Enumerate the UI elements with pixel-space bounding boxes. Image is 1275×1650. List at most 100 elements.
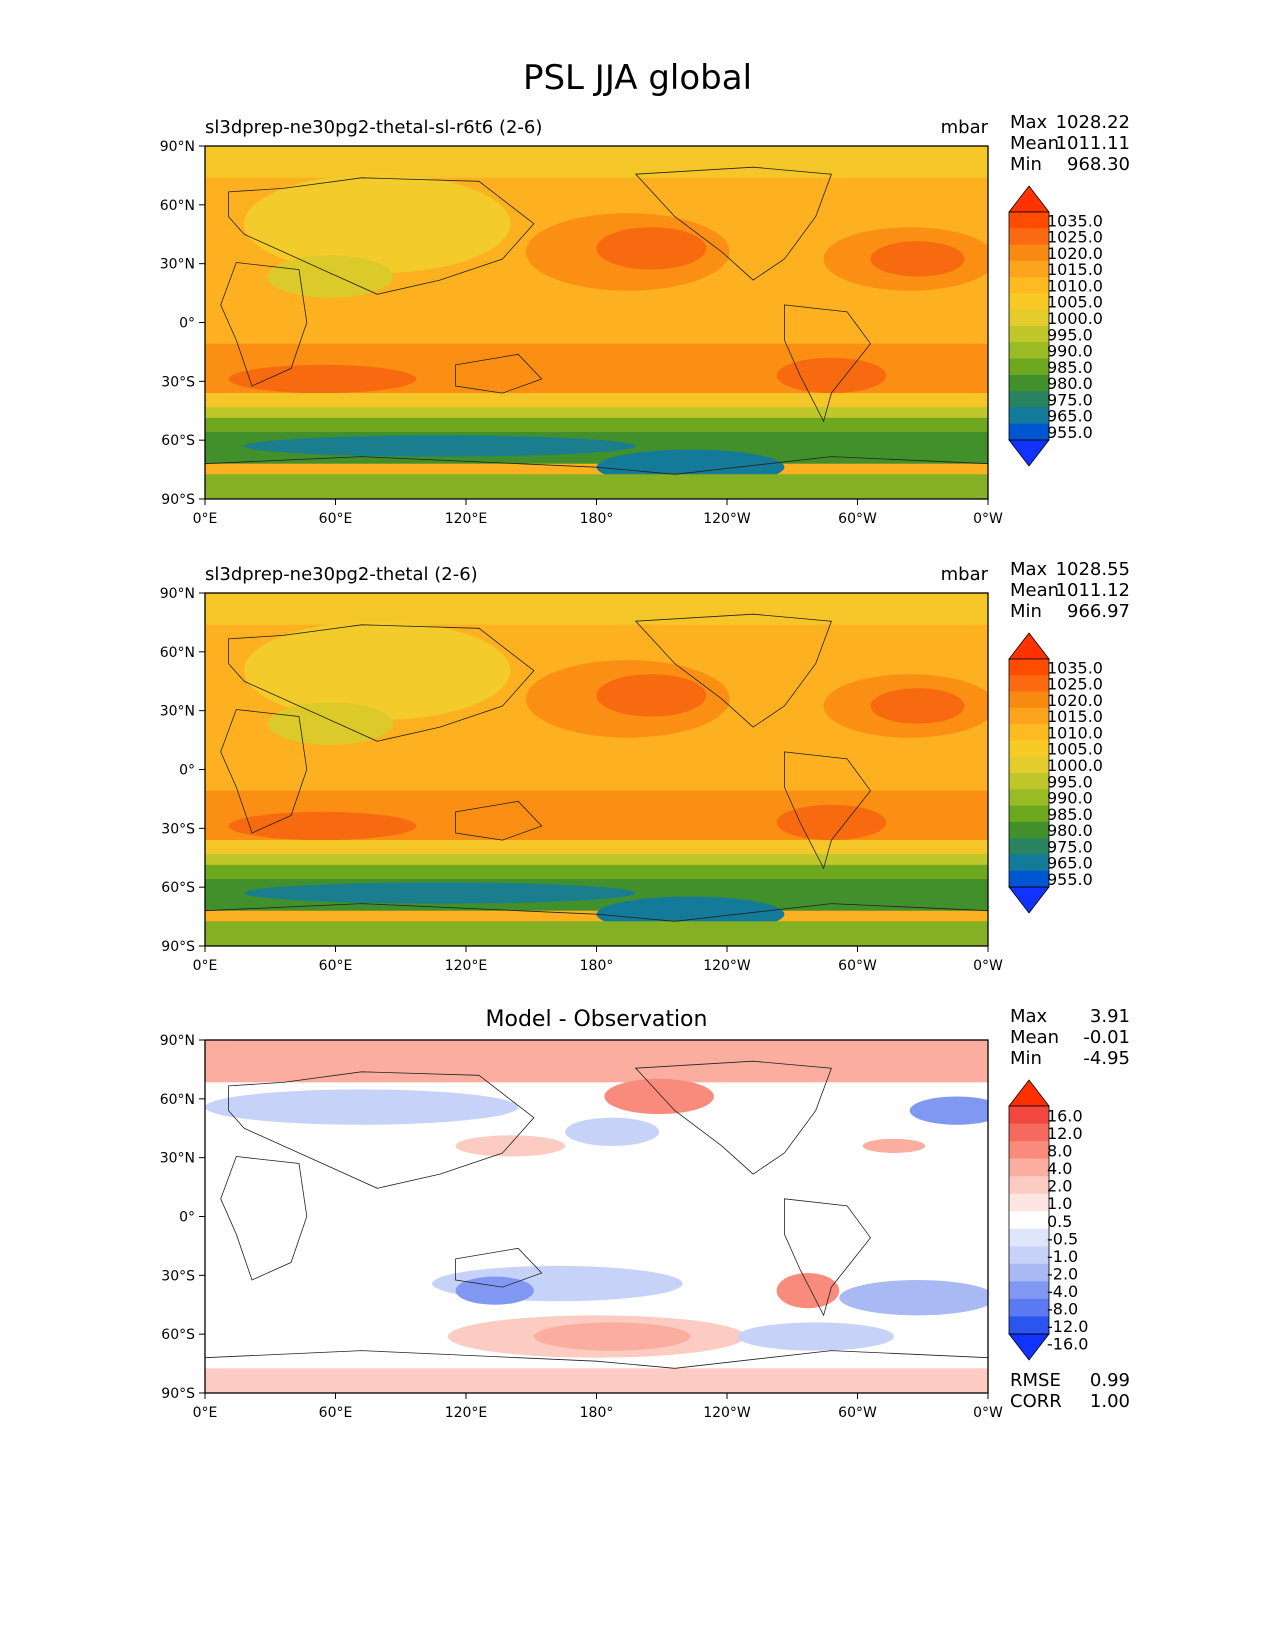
- colorbar-segment: [1009, 293, 1049, 311]
- y-tick-label: 60°N: [160, 645, 195, 661]
- colorbar: 16.012.08.04.02.01.00.5-0.5-1.0-2.0-4.0-…: [1008, 1079, 1088, 1361]
- stat-label: Mean: [1010, 1027, 1060, 1048]
- field-s-pacific-high: [776, 357, 887, 394]
- stat-value: 1028.22: [1055, 112, 1130, 133]
- field-arctic-band: [205, 146, 988, 178]
- colorbar-label: 1020.0: [1047, 244, 1103, 263]
- colorbar-segment: [1009, 805, 1049, 823]
- coastline: [204, 903, 989, 922]
- x-tick-label: 0°E: [193, 958, 218, 974]
- colorbar-segment: [1009, 260, 1049, 278]
- colorbar-extend-min: [1008, 1333, 1050, 1361]
- stat-label: Min: [1010, 601, 1042, 622]
- colorbar-label: -16.0: [1047, 1335, 1088, 1354]
- colorbar-label: 1005.0: [1047, 740, 1103, 759]
- stat-label: Max: [1010, 559, 1048, 580]
- field-asia-monsoon-low: [267, 255, 393, 298]
- colorbar-label: -8.0: [1047, 1299, 1078, 1318]
- stat-label: Min: [1010, 154, 1042, 175]
- coastline: [228, 624, 535, 742]
- stat-value: 1011.12: [1055, 580, 1130, 601]
- colorbar-segment: [1009, 358, 1049, 376]
- colorbar-segment: [1009, 326, 1049, 343]
- field-antarctica: [205, 474, 988, 499]
- diff-s-pacific-positive-core: [533, 1322, 691, 1351]
- colorbar-label: 4.0: [1047, 1159, 1072, 1178]
- field-n-atlantic-high-core: [870, 241, 965, 277]
- y-tick-label: 60°N: [160, 198, 195, 214]
- colorbar-segment: [1009, 1211, 1049, 1230]
- colorbar-label: 985.0: [1047, 805, 1093, 824]
- diff-atlantic-negative: [909, 1096, 988, 1125]
- colorbar-extend-max: [1008, 632, 1050, 660]
- colorbar-segment: [1009, 212, 1049, 229]
- colorbar-label: -12.0: [1047, 1317, 1088, 1336]
- x-tick-label: 120°E: [445, 958, 488, 974]
- coastline: [455, 800, 543, 841]
- x-tick-label: 0°E: [193, 511, 218, 527]
- y-tick-label: 90°N: [160, 139, 195, 155]
- colorbar-label: 0.5: [1047, 1212, 1072, 1231]
- diff-australia-negative-core: [455, 1276, 534, 1305]
- colorbar-extend-max: [1008, 1079, 1050, 1107]
- coastline: [634, 1060, 832, 1175]
- field-circumpolar-low-1: [244, 882, 636, 904]
- stat-label: Mean: [1010, 133, 1060, 154]
- map-panel-difference: 0°E 60°E 120°E 180° 120°W 60°W 0°W 90°N 60°N 30°N…: [160, 1033, 1003, 1421]
- x-tick-label: 60°W: [838, 958, 877, 974]
- colorbar-segment: [1009, 1193, 1049, 1212]
- coastline: [634, 613, 832, 728]
- colorbar-frame: [1008, 211, 1050, 441]
- colorbar-segment: [1009, 707, 1049, 725]
- stat-value: 1.00: [1089, 1391, 1130, 1412]
- field-band-3: [205, 417, 988, 432]
- colorbar-label: 990.0: [1047, 789, 1093, 808]
- x-tick-label: 0°W: [973, 1405, 1003, 1421]
- x-tick-label: 180°: [580, 958, 614, 974]
- coastline: [784, 1198, 872, 1317]
- y-tick-label: 60°S: [161, 1327, 195, 1343]
- colorbar-label: 1020.0: [1047, 691, 1103, 710]
- colorbar-extend-min: [1008, 886, 1050, 914]
- colorbar-label: 1015.0: [1047, 707, 1103, 726]
- colorbar: 1035.01025.01020.01015.01010.01005.01000…: [1008, 185, 1103, 467]
- x-tick-label: 60°W: [838, 511, 877, 527]
- y-tick-label: 30°N: [160, 1151, 195, 1167]
- field-band-3: [205, 864, 988, 879]
- colorbar-extend-max: [1008, 185, 1050, 213]
- stat-label: Mean: [1010, 580, 1060, 601]
- y-tick-label: 0°: [179, 763, 195, 779]
- stat-value: 1028.55: [1055, 559, 1130, 580]
- y-tick-label: 90°N: [160, 1033, 195, 1049]
- y-tick-label: 60°S: [161, 880, 195, 896]
- colorbar-segment: [1009, 773, 1049, 790]
- y-tick-label: 30°N: [160, 704, 195, 720]
- y-tick-label: 30°N: [160, 257, 195, 273]
- colorbar-segment: [1009, 228, 1049, 246]
- colorbar-segment: [1009, 1123, 1049, 1142]
- field-band-2: [205, 407, 988, 418]
- diff-drake-negative: [737, 1322, 895, 1351]
- coastline: [228, 1071, 535, 1189]
- coastline: [220, 709, 308, 834]
- colorbar-segment: [1009, 870, 1049, 888]
- field-eurasia-low: [244, 621, 511, 721]
- colorbar-segment: [1009, 1141, 1049, 1160]
- colorbar-label: 12.0: [1047, 1124, 1083, 1143]
- stat-value: -4.95: [1083, 1048, 1130, 1069]
- colorbar-segment: [1009, 854, 1049, 872]
- field-n-pacific-high-core: [596, 227, 707, 270]
- y-tick-label: 60°S: [161, 433, 195, 449]
- colorbar-segment: [1009, 342, 1049, 360]
- colorbar-segment: [1009, 309, 1049, 327]
- diff-eurasia-negative: [205, 1089, 519, 1125]
- stat-label: CORR: [1010, 1391, 1062, 1412]
- coastline: [455, 1247, 543, 1288]
- colorbar-segment: [1009, 1176, 1049, 1195]
- colorbar-segment: [1009, 740, 1049, 758]
- x-tick-label: 0°W: [973, 511, 1003, 527]
- stat-value: 966.97: [1067, 601, 1130, 622]
- colorbar-segment: [1009, 838, 1049, 855]
- y-tick-label: 60°N: [160, 1092, 195, 1108]
